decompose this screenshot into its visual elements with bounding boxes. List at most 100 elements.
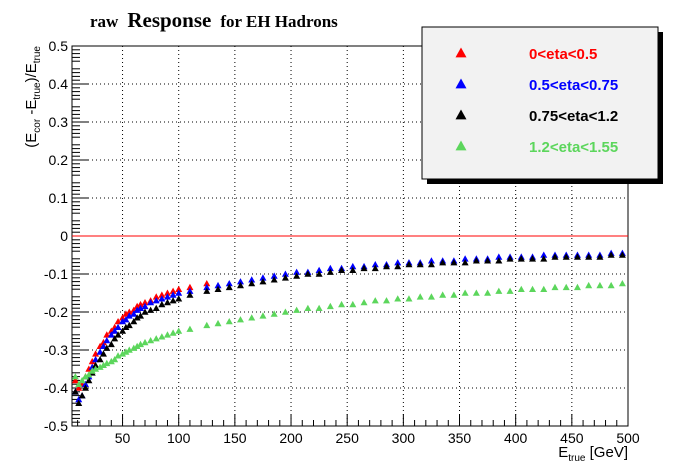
legend-label: 0<eta<0.5 <box>529 46 597 63</box>
data-point <box>114 318 122 325</box>
data-point <box>119 350 127 357</box>
data-point <box>225 318 233 325</box>
data-point <box>293 306 301 313</box>
data-point <box>169 297 177 304</box>
y-axis-label-s2: true <box>32 82 43 100</box>
data-point <box>78 392 86 399</box>
data-point <box>349 262 357 270</box>
data-point <box>71 388 79 395</box>
data-point <box>122 348 130 355</box>
data-point <box>152 335 160 342</box>
legend: 0<eta<0.5 0.5<eta<0.75 0.75<eta<1.2 1.2<eta… <box>421 26 663 184</box>
data-point <box>152 293 160 300</box>
y-tick-label: 0.3 <box>49 114 69 130</box>
data-point <box>506 287 514 294</box>
data-point <box>394 259 402 266</box>
data-point <box>360 264 368 272</box>
legend-marker <box>455 109 467 120</box>
y-tick-label: -0.3 <box>44 342 68 358</box>
data-point <box>540 255 548 262</box>
data-point <box>147 306 155 313</box>
data-point <box>427 261 435 268</box>
data-point <box>119 314 127 321</box>
data-point <box>103 337 111 344</box>
data-point <box>114 331 122 338</box>
data-point <box>71 373 79 380</box>
data-point <box>214 285 222 292</box>
data-point <box>122 316 130 323</box>
data-point <box>111 356 119 363</box>
data-point <box>141 299 149 306</box>
data-point <box>137 300 145 308</box>
data-point <box>506 255 514 262</box>
data-point <box>133 302 141 310</box>
data-point <box>114 352 122 359</box>
y-tick-label: -0.4 <box>44 380 68 396</box>
data-point <box>607 281 615 289</box>
data-point <box>103 344 111 351</box>
data-point <box>137 312 145 319</box>
data-point <box>450 259 458 266</box>
data-point <box>562 253 570 260</box>
data-point <box>495 287 503 294</box>
data-point <box>158 300 166 308</box>
data-point <box>315 304 323 311</box>
data-point <box>75 380 83 387</box>
data-point <box>304 304 312 311</box>
y-tick-label: 0 <box>60 228 68 244</box>
data-point <box>147 337 155 344</box>
data-point <box>92 365 100 372</box>
data-point <box>152 297 160 304</box>
x-tick-label: 400 <box>504 430 528 446</box>
y-tick-label: 0.5 <box>49 38 69 54</box>
y-axis-label-p1: (E <box>23 133 40 148</box>
data-point <box>186 287 194 294</box>
data-point <box>92 361 100 368</box>
data-point <box>326 302 334 310</box>
data-point <box>461 255 469 262</box>
legend-marker <box>455 78 467 89</box>
data-point <box>163 293 171 300</box>
data-point <box>540 251 548 258</box>
data-point <box>130 310 138 317</box>
data-point <box>214 319 222 327</box>
data-point <box>338 266 346 273</box>
data-point <box>141 302 149 310</box>
data-point <box>484 257 492 264</box>
data-point <box>169 287 177 294</box>
data-point <box>270 310 278 317</box>
data-point <box>517 285 525 292</box>
data-point <box>349 266 357 273</box>
data-point <box>186 283 194 291</box>
data-point <box>618 251 626 258</box>
data-point <box>585 281 593 289</box>
data-point <box>75 384 83 391</box>
data-point <box>236 316 244 323</box>
data-point <box>225 280 233 287</box>
x-axis-label: Etrue [GeV] <box>558 444 628 464</box>
data-point <box>111 327 119 334</box>
x-tick-label: 200 <box>279 430 303 446</box>
data-point <box>383 262 391 270</box>
data-point <box>315 266 323 273</box>
data-point <box>293 272 301 279</box>
data-point <box>99 338 107 346</box>
data-point <box>130 318 138 325</box>
data-point <box>461 289 469 296</box>
x-axis-label-main: E <box>558 444 568 461</box>
data-point <box>270 276 278 283</box>
data-point <box>114 323 122 330</box>
data-point <box>81 373 89 380</box>
y-tick-labels: -0.5 -0.4 -0.3 -0.2 -0.1 0 0.1 0.2 0.3 0.4 0.5 <box>44 38 68 434</box>
data-point <box>371 261 379 268</box>
data-point <box>71 376 79 384</box>
data-point <box>99 350 107 357</box>
data-point <box>326 264 334 272</box>
title-main: Response <box>127 8 211 32</box>
data-point <box>383 297 391 304</box>
data-point <box>133 314 141 321</box>
data-point <box>88 367 96 374</box>
data-point <box>158 291 166 298</box>
data-point <box>125 346 133 353</box>
